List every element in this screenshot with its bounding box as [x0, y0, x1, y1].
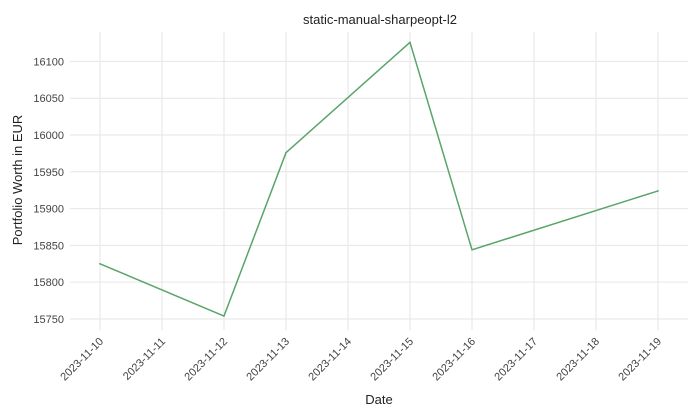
data-point: [409, 41, 411, 44]
x-tick-label: 2023-11-11: [121, 336, 168, 383]
data-point: [657, 190, 659, 192]
x-tick-label: 2023-11-18: [554, 336, 602, 384]
y-axis-label: Portfolio Worth in EUR: [10, 115, 25, 246]
y-tick-label: 15850: [33, 240, 64, 252]
x-tick-label: 2023-11-13: [244, 336, 292, 384]
data-point: [223, 315, 225, 317]
chart-title: static-manual-sharpeopt-l2: [303, 12, 457, 27]
y-tick-label: 16050: [33, 93, 64, 105]
x-tick-label: 2023-11-12: [182, 336, 230, 384]
x-tick-label: 2023-11-16: [430, 336, 478, 384]
x-tick-label: 2023-11-10: [58, 336, 106, 384]
x-tick-label: 2023-11-19: [616, 336, 664, 384]
data-point: [99, 262, 101, 265]
portfolio-worth-line: [99, 41, 659, 317]
y-tick-label: 16100: [33, 56, 64, 68]
y-tick-label: 15900: [33, 204, 64, 216]
y-tick-label: 15750: [33, 314, 64, 326]
series-layer: [99, 41, 659, 317]
grid: [70, 32, 688, 330]
data-point: [285, 151, 287, 154]
y-tick-label: 15800: [33, 277, 64, 289]
x-tick-label: 2023-11-17: [492, 336, 540, 384]
x-axis-label: Date: [365, 392, 392, 407]
x-tick-label: 2023-11-14: [306, 336, 354, 384]
tick-labels: 2023-11-10 2023-11-11 2023-11-12 2023-11-13…: [33, 56, 664, 383]
y-tick-label: 16000: [33, 130, 64, 142]
y-tick-label: 15950: [33, 167, 64, 179]
data-point: [471, 248, 473, 251]
x-tick-label: 2023-11-15: [368, 336, 416, 384]
